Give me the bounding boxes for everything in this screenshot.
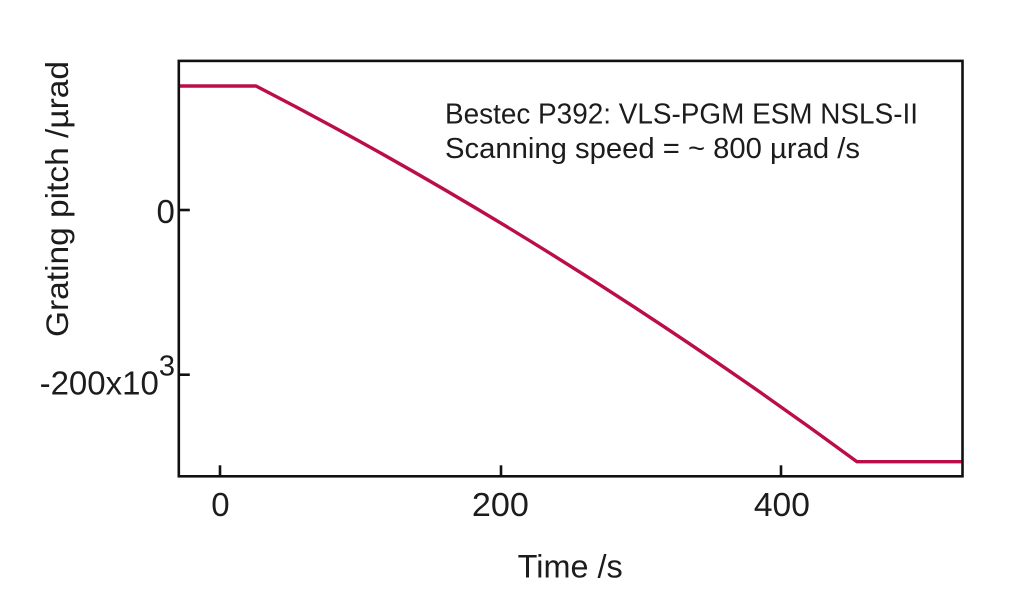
svg-text:Time /s: Time /s bbox=[518, 549, 623, 585]
svg-text:0: 0 bbox=[211, 486, 229, 523]
svg-text:Scanning speed = ~ 800 µrad /s: Scanning speed = ~ 800 µrad /s bbox=[445, 133, 860, 165]
svg-text:200: 200 bbox=[472, 486, 529, 523]
svg-text:Bestec P392: VLS-PGM ESM NSLS-: Bestec P392: VLS-PGM ESM NSLS-II bbox=[445, 99, 918, 131]
svg-text:400: 400 bbox=[754, 486, 810, 523]
svg-text:0: 0 bbox=[156, 193, 174, 230]
svg-text:Grating pitch /µrad: Grating pitch /µrad bbox=[39, 61, 75, 337]
